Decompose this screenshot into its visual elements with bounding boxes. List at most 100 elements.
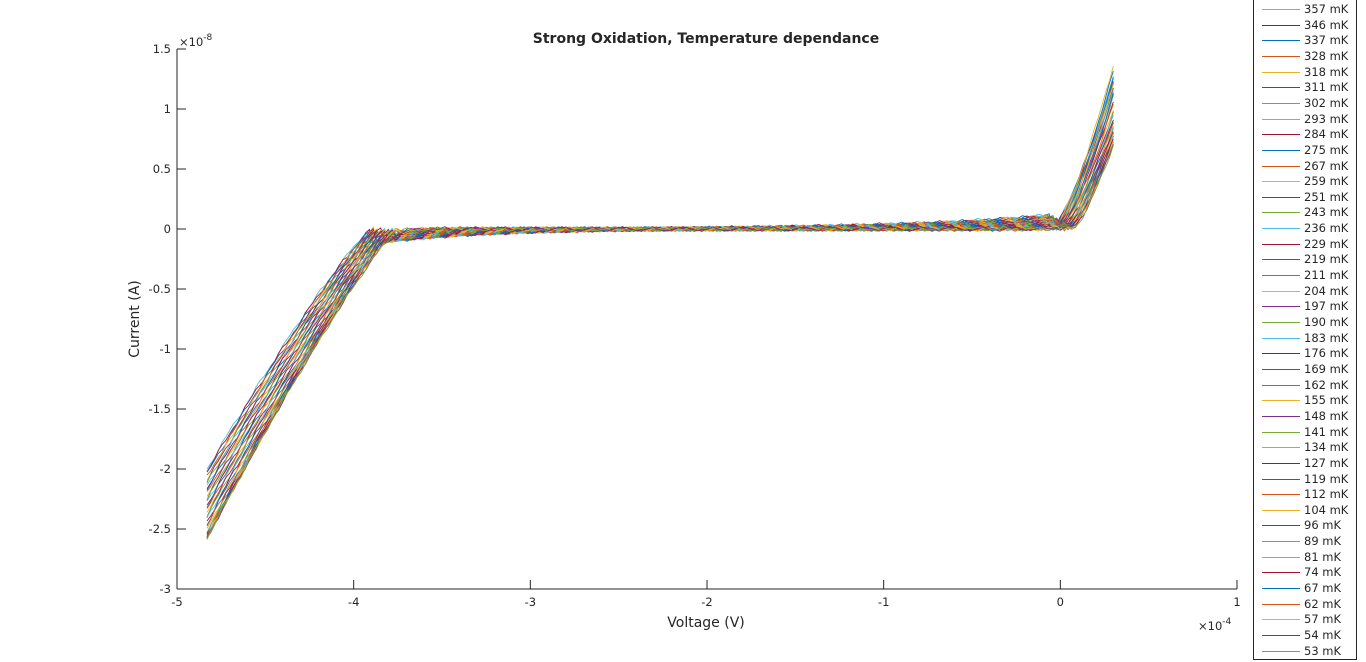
legend-swatch: [1262, 40, 1300, 42]
legend-swatch: [1262, 541, 1300, 543]
legend-swatch: [1262, 525, 1300, 527]
series-line-155-mK: [206, 126, 1114, 529]
legend-item: 96 mK: [1254, 517, 1356, 533]
series-line-53-mK: [206, 145, 1114, 540]
series-line-96-mK: [206, 136, 1114, 539]
legend-item: 267 mK: [1254, 158, 1356, 174]
legend-label: 346 mK: [1304, 17, 1349, 32]
y-tick-label: -3: [160, 582, 171, 596]
legend-label: 251 mK: [1304, 189, 1349, 204]
legend-item: 204 mK: [1254, 283, 1356, 299]
legend-swatch: [1262, 149, 1300, 151]
series-line-148-mK: [206, 127, 1114, 534]
x-tick-label: 0: [1057, 595, 1064, 609]
legend-swatch: [1262, 415, 1300, 417]
series-line-204-mK: [206, 110, 1114, 513]
legend-swatch: [1262, 462, 1300, 464]
series-line-62-mK: [206, 141, 1114, 539]
legend-swatch: [1262, 134, 1300, 136]
legend-swatch: [1262, 71, 1300, 73]
legend-swatch: [1262, 196, 1300, 198]
axes: -5 -4 -3 -2 -1 0 1 -3 -2.5 -2 -1.5 -1 -0.5 0 0.5 1 1.5: [149, 42, 1241, 609]
y-tick-label: -2: [160, 462, 171, 476]
legend-swatch: [1262, 556, 1300, 558]
series-line-169-mK: [206, 121, 1114, 526]
legend-item: 127 mK: [1254, 455, 1356, 471]
legend-label: 259 mK: [1304, 174, 1349, 189]
legend-item: 112 mK: [1254, 486, 1356, 502]
series-line-67-mK: [206, 142, 1114, 538]
legend-item: 183 mK: [1254, 330, 1356, 346]
legend-item: 197 mK: [1254, 298, 1356, 314]
legend-label: 318 mK: [1304, 64, 1349, 79]
legend-item: 346 mK: [1254, 17, 1356, 33]
legend-item: 251 mK: [1254, 189, 1356, 205]
legend-item: 62 mK: [1254, 596, 1356, 612]
legend-item: 74 mK: [1254, 564, 1356, 580]
legend-swatch: [1262, 275, 1300, 277]
legend-swatch: [1262, 87, 1300, 89]
x-tick-label: -5: [171, 595, 182, 609]
series-line-104-mK: [206, 133, 1114, 536]
y-tick-label: 0.5: [153, 162, 171, 176]
legend-label: 219 mK: [1304, 252, 1349, 267]
legend-swatch: [1262, 447, 1300, 449]
legend-swatch: [1262, 509, 1300, 511]
y-tick-label: -2.5: [149, 522, 171, 536]
legend-swatch: [1262, 9, 1300, 10]
series-line-190-mK: [206, 111, 1114, 518]
legend-label: 54 mK: [1304, 628, 1342, 642]
legend-swatch: [1262, 322, 1300, 323]
legend-item: 104 mK: [1254, 502, 1356, 518]
legend-swatch: [1262, 619, 1300, 621]
series-line-112-mK: [206, 132, 1114, 537]
legend-item: 148 mK: [1254, 408, 1356, 424]
legend-item: 302 mK: [1254, 95, 1356, 111]
series-line-211-mK: [206, 103, 1114, 509]
legend-item: 259 mK: [1254, 173, 1356, 189]
legend-item: 190 mK: [1254, 314, 1356, 330]
y-tick-label: 1.5: [153, 42, 171, 56]
legend-swatch: [1262, 431, 1300, 433]
y-exponent-base: ×10: [179, 35, 203, 49]
series-line-162-mK: [206, 122, 1114, 527]
legend-item: 219 mK: [1254, 251, 1356, 267]
legend-swatch: [1262, 400, 1300, 402]
legend-label: 112 mK: [1304, 487, 1349, 502]
legend-label: 204 mK: [1304, 283, 1349, 298]
legend-swatch: [1262, 353, 1300, 355]
series-line-141-mK: [206, 126, 1114, 535]
legend-item: 155 mK: [1254, 392, 1356, 408]
legend-swatch: [1262, 650, 1300, 652]
y-tick-label: 0: [164, 222, 171, 236]
legend-swatch: [1262, 337, 1300, 339]
legend-label: 67 mK: [1304, 581, 1342, 596]
legend-label: 134 mK: [1304, 440, 1349, 455]
series-line-134-mK: [206, 127, 1114, 533]
x-axis-label: Voltage (V): [667, 615, 744, 631]
legend-label: 57 mK: [1304, 612, 1342, 627]
legend-label: 293 mK: [1304, 111, 1349, 126]
series-line-127-mK: [206, 131, 1114, 534]
legend-item: 67 mK: [1254, 580, 1356, 596]
legend-item: 284 mK: [1254, 126, 1356, 142]
legend-label: 127 mK: [1304, 455, 1349, 470]
legend-item: 89 mK: [1254, 533, 1356, 549]
legend-item: 81 mK: [1254, 549, 1356, 565]
series-line-89-mK: [206, 135, 1114, 540]
legend-item: 211 mK: [1254, 267, 1356, 283]
legend-label: 176 mK: [1304, 346, 1349, 361]
legend-label: 243 mK: [1304, 205, 1349, 220]
legend-swatch: [1262, 212, 1300, 214]
x-tick-label: 1: [1233, 595, 1240, 609]
x-axis-exponent: ×10-4: [1198, 617, 1232, 633]
legend-label: 197 mK: [1304, 299, 1349, 314]
series-line-54-mK: [206, 143, 1114, 538]
y-exponent-power: -8: [203, 33, 212, 43]
legend-label: 267 mK: [1304, 158, 1349, 173]
x-tick-label: -2: [701, 595, 712, 609]
legend-swatch: [1262, 588, 1300, 590]
legend-label: 229 mK: [1304, 236, 1349, 251]
legend-label: 337 mK: [1304, 33, 1349, 48]
legend-item: 57 mK: [1254, 611, 1356, 627]
